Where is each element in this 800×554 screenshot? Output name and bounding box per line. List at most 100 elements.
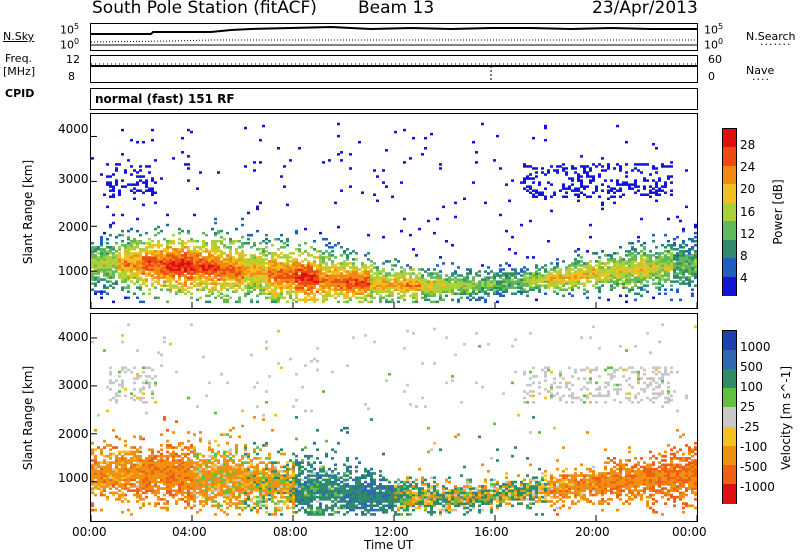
power-cell bbox=[286, 203, 289, 207]
power-cell bbox=[322, 286, 325, 289]
power-cell bbox=[187, 248, 190, 251]
power-cell bbox=[376, 270, 379, 273]
power-cell bbox=[319, 260, 322, 263]
power-cell bbox=[640, 260, 643, 263]
power-cell bbox=[298, 274, 301, 277]
power-cell bbox=[412, 282, 415, 285]
power-cell bbox=[427, 290, 430, 294]
power-cell bbox=[217, 264, 220, 267]
power-cell bbox=[526, 290, 529, 294]
power-cell bbox=[403, 272, 406, 275]
power-cell bbox=[286, 264, 289, 267]
power-cell bbox=[322, 258, 325, 261]
power-cell bbox=[436, 274, 439, 277]
power-cell bbox=[184, 284, 187, 287]
power-cell bbox=[103, 256, 106, 259]
power-cell bbox=[493, 290, 496, 294]
power-cell bbox=[193, 252, 196, 255]
power-cell bbox=[190, 239, 193, 243]
velocity-cell bbox=[136, 480, 139, 484]
power-cell bbox=[676, 276, 679, 279]
power-cell bbox=[190, 296, 193, 300]
power-cell bbox=[571, 189, 574, 192]
velocity-cell bbox=[247, 480, 250, 484]
velocity-cell bbox=[142, 459, 145, 462]
power-cell bbox=[670, 254, 673, 257]
velocity-cell bbox=[232, 491, 235, 495]
power-cell bbox=[499, 284, 502, 287]
power-cell bbox=[649, 173, 652, 176]
velocity-cell bbox=[229, 467, 232, 471]
velocity-cell bbox=[202, 485, 205, 488]
power-cell bbox=[646, 268, 649, 271]
power-cell bbox=[553, 290, 556, 294]
power-cell bbox=[433, 300, 436, 304]
power-cell bbox=[526, 175, 529, 178]
nave-dots: ···· bbox=[752, 73, 770, 86]
power-cell bbox=[211, 272, 214, 275]
velocity-cell bbox=[127, 459, 130, 462]
power-cell bbox=[97, 270, 100, 273]
power-cell bbox=[208, 270, 211, 273]
power-cell bbox=[439, 270, 442, 273]
power-cell bbox=[502, 282, 505, 285]
velocity-cell bbox=[109, 478, 112, 482]
power-cell bbox=[178, 254, 181, 257]
power-cell bbox=[418, 272, 421, 275]
power-cell bbox=[595, 268, 598, 271]
velocity-cell bbox=[160, 459, 163, 462]
power-cell bbox=[121, 280, 124, 283]
power-cell bbox=[127, 244, 130, 247]
velocity-cell bbox=[187, 482, 190, 486]
power-cell bbox=[325, 237, 328, 241]
power-cell bbox=[466, 288, 469, 291]
velocity-cell bbox=[181, 457, 184, 460]
power-cell bbox=[91, 252, 94, 255]
power-cell bbox=[409, 272, 412, 275]
power-cell bbox=[259, 268, 262, 271]
velocity-cell bbox=[163, 498, 166, 501]
power-cell bbox=[331, 282, 334, 285]
power-cell bbox=[649, 272, 652, 275]
power-cell bbox=[259, 264, 262, 267]
power-cell bbox=[112, 260, 115, 263]
power-cell bbox=[139, 276, 142, 279]
power-cell bbox=[97, 260, 100, 263]
power-cell bbox=[280, 272, 283, 275]
power-cell bbox=[625, 181, 628, 184]
power-cell bbox=[310, 280, 313, 283]
velocity-cell bbox=[196, 465, 199, 469]
velocity-cell bbox=[235, 489, 238, 493]
power-cell bbox=[520, 181, 523, 184]
power-cell bbox=[658, 256, 661, 259]
power-cell bbox=[676, 274, 679, 277]
power-cell bbox=[613, 252, 616, 255]
power-cell bbox=[208, 254, 211, 257]
power-cell bbox=[370, 264, 373, 267]
power-cell bbox=[325, 264, 328, 267]
velocity-cell bbox=[115, 491, 118, 495]
power-cell bbox=[454, 282, 457, 285]
velocity-cell bbox=[178, 482, 181, 486]
velocity-cell bbox=[199, 431, 202, 434]
power-cell bbox=[316, 290, 319, 294]
power-cell bbox=[178, 256, 181, 259]
power-cell bbox=[637, 286, 640, 289]
velocity-cell bbox=[199, 439, 202, 443]
power-cell bbox=[505, 276, 508, 279]
power-cell bbox=[148, 274, 151, 277]
power-cell bbox=[337, 225, 340, 229]
power-cell bbox=[496, 134, 499, 138]
power-cell bbox=[112, 254, 115, 257]
power-cell bbox=[265, 286, 268, 289]
power-cell bbox=[394, 258, 397, 261]
power-cell bbox=[349, 153, 352, 156]
velocity-cell bbox=[151, 392, 154, 395]
power-cell bbox=[262, 268, 265, 271]
power-cell bbox=[280, 246, 283, 249]
power-cell bbox=[277, 284, 280, 287]
power-cell bbox=[304, 298, 307, 302]
power-cell bbox=[556, 272, 559, 275]
power-cell bbox=[403, 270, 406, 273]
power-cell bbox=[193, 280, 196, 283]
